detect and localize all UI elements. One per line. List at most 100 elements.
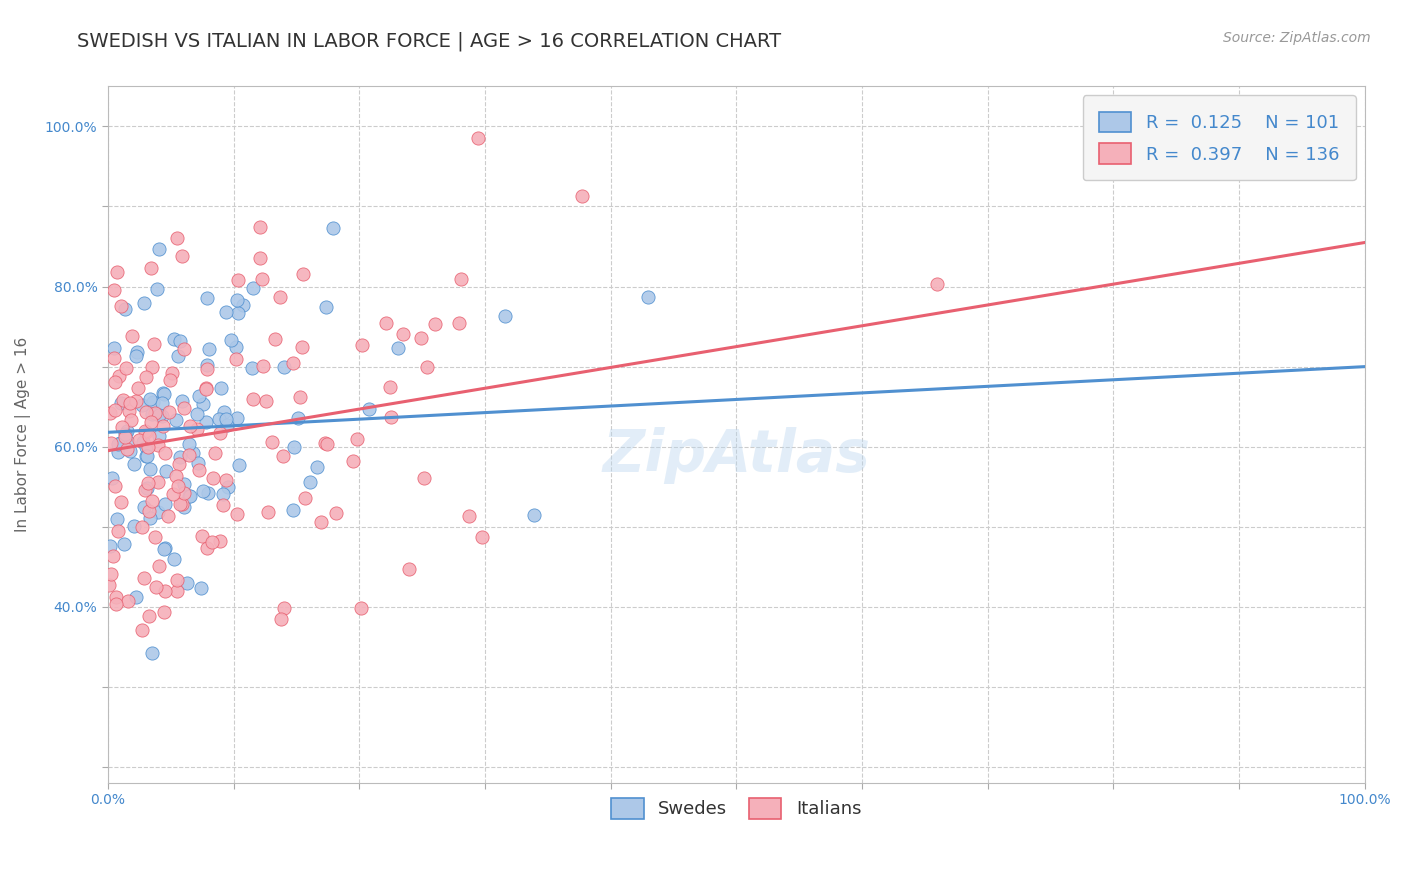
Point xyxy=(118,396,141,410)
Point xyxy=(219,333,242,347)
Point xyxy=(309,515,332,529)
Point xyxy=(167,458,190,472)
Point xyxy=(637,290,659,304)
Point xyxy=(134,425,156,439)
Point xyxy=(139,462,162,476)
Point xyxy=(187,389,209,403)
Point xyxy=(153,497,176,511)
Point xyxy=(212,405,235,419)
Point xyxy=(228,458,250,472)
Point xyxy=(121,328,143,343)
Point xyxy=(179,419,201,434)
Point xyxy=(212,498,235,512)
Point xyxy=(350,601,373,615)
Point xyxy=(208,411,231,425)
Point xyxy=(141,493,163,508)
Point xyxy=(209,381,232,395)
Point xyxy=(118,444,141,458)
Point xyxy=(173,401,195,416)
Point xyxy=(150,396,173,410)
Point xyxy=(163,332,186,346)
Point xyxy=(150,409,173,423)
Point xyxy=(378,380,401,394)
Point xyxy=(291,340,314,354)
Point xyxy=(105,590,128,604)
Point xyxy=(153,584,176,599)
Point xyxy=(256,505,278,519)
Point xyxy=(131,519,153,533)
Point xyxy=(264,332,287,346)
Point xyxy=(141,647,163,661)
Point xyxy=(523,508,546,523)
Point xyxy=(179,436,201,450)
Point xyxy=(146,282,169,296)
Point xyxy=(204,446,226,460)
Point xyxy=(112,537,135,551)
Point xyxy=(157,405,180,419)
Point xyxy=(128,433,150,447)
Point xyxy=(307,459,329,474)
Point xyxy=(145,580,167,594)
Point xyxy=(283,503,305,517)
Point xyxy=(215,411,238,425)
Point xyxy=(217,480,239,494)
Point xyxy=(226,507,249,521)
Point xyxy=(225,351,247,366)
Point xyxy=(163,552,186,566)
Point xyxy=(143,406,166,420)
Point xyxy=(283,356,305,370)
Point xyxy=(392,327,415,342)
Point xyxy=(299,475,322,489)
Point xyxy=(191,529,214,543)
Point xyxy=(110,299,132,313)
Point xyxy=(176,576,198,591)
Point xyxy=(142,394,165,409)
Point xyxy=(201,470,224,484)
Point xyxy=(152,385,174,400)
Point xyxy=(125,344,148,359)
Point xyxy=(925,277,948,292)
Point xyxy=(173,342,195,356)
Point xyxy=(242,361,264,376)
Legend: Swedes, Italians: Swedes, Italians xyxy=(596,783,876,833)
Point xyxy=(226,273,249,287)
Point xyxy=(111,392,134,407)
Point xyxy=(141,359,163,374)
Point xyxy=(179,448,201,462)
Point xyxy=(571,188,593,202)
Point xyxy=(111,420,134,434)
Point xyxy=(153,541,176,555)
Point xyxy=(195,361,218,376)
Point xyxy=(294,491,316,506)
Point xyxy=(103,283,125,297)
Point xyxy=(101,549,124,564)
Point xyxy=(413,471,436,485)
Point xyxy=(148,429,170,443)
Point xyxy=(242,392,264,407)
Point xyxy=(215,473,238,487)
Point xyxy=(107,524,129,538)
Point xyxy=(250,272,273,286)
Point xyxy=(415,360,437,375)
Point xyxy=(195,415,218,429)
Point xyxy=(249,251,271,265)
Point xyxy=(195,541,218,555)
Point xyxy=(141,261,163,276)
Point xyxy=(447,316,470,330)
Point xyxy=(155,446,177,460)
Point xyxy=(398,562,420,576)
Point xyxy=(283,440,305,454)
Point xyxy=(148,558,170,573)
Point xyxy=(186,407,208,421)
Point xyxy=(117,435,139,450)
Point xyxy=(179,489,201,503)
Point xyxy=(166,573,188,587)
Point xyxy=(146,505,169,519)
Point xyxy=(226,306,249,320)
Point xyxy=(132,434,155,449)
Point xyxy=(494,309,516,323)
Point xyxy=(198,342,221,356)
Y-axis label: In Labor Force | Age > 16: In Labor Force | Age > 16 xyxy=(15,337,31,533)
Point xyxy=(346,432,368,446)
Point xyxy=(139,415,162,429)
